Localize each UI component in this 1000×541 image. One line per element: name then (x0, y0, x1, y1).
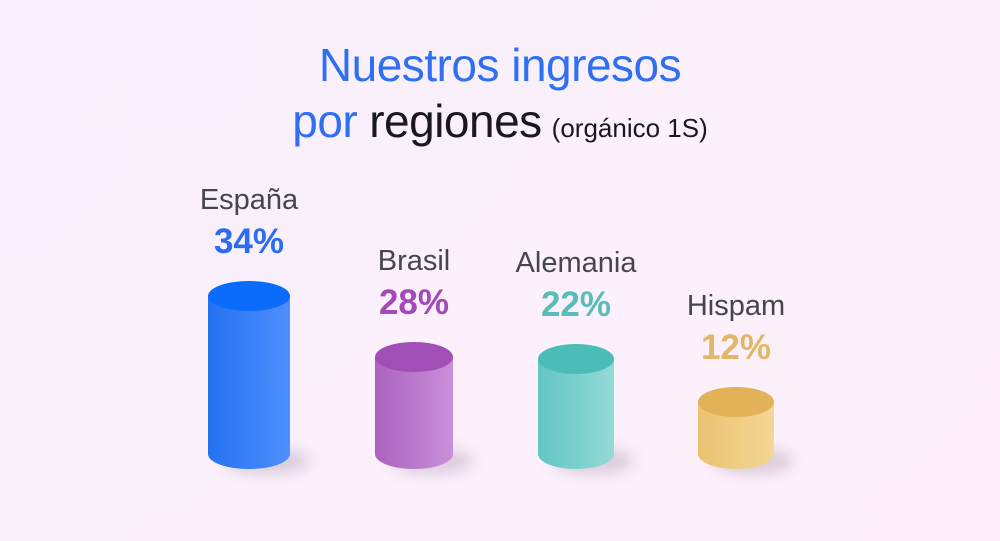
bar-cylinder (538, 344, 633, 474)
cylinder-top-ellipse (698, 387, 774, 417)
bar-group: España 34% (157, 182, 341, 474)
bar-group: Alemania 22% (484, 245, 668, 474)
cylinder-top-ellipse (208, 281, 290, 311)
bar-category-label: Alemania (515, 246, 637, 279)
bar-value-label: 28% (378, 283, 450, 323)
cylinder-body (208, 296, 290, 469)
bar-category-label: Hispam (686, 289, 786, 322)
bar-group: Brasil 28% (322, 243, 506, 474)
chart-title: Nuestros ingresos por regiones (orgánico 1… (0, 38, 1000, 149)
bar-value-label: 12% (700, 328, 772, 368)
title-line2-note: (orgánico 1S) (551, 113, 708, 144)
cylinder-top-ellipse (538, 344, 614, 374)
cylinder-top-ellipse (375, 342, 453, 372)
bar-group: Hispam 12% (644, 288, 828, 474)
bar-cylinder (698, 387, 793, 474)
cylinder-body (538, 359, 614, 469)
title-line2: por regiones (orgánico 1S) (0, 94, 1000, 148)
bar-category-label: Brasil (377, 244, 451, 277)
title-line1: Nuestros ingresos (318, 39, 682, 91)
bar-category-label: España (199, 183, 299, 216)
bar-cylinder (375, 342, 473, 474)
cylinder-body (375, 357, 453, 469)
bar-value-label: 34% (213, 222, 285, 262)
bar-value-label: 22% (540, 285, 612, 325)
title-line2-regiones: regiones (369, 95, 542, 148)
bar-cylinder (208, 281, 311, 474)
title-line2-por: por (292, 95, 358, 148)
